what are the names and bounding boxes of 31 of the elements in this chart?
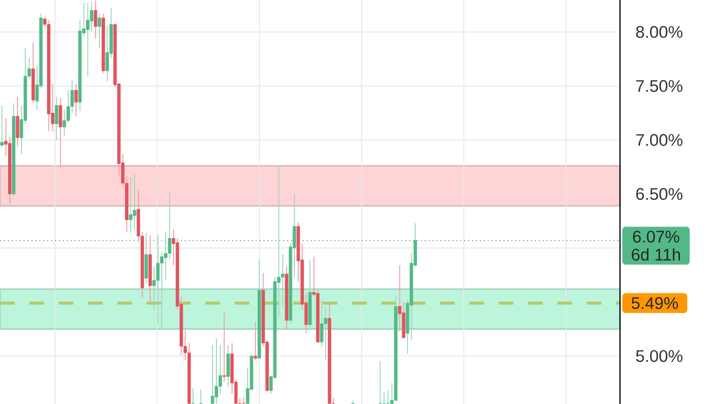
candlestick <box>54 96 58 140</box>
candlestick <box>128 176 132 234</box>
candlestick <box>86 2 90 77</box>
candlestick <box>222 312 226 382</box>
candlestick <box>386 390 390 404</box>
candlestick <box>74 83 78 117</box>
candlestick <box>199 389 203 404</box>
y-tick-label: 7.50% <box>636 80 682 92</box>
y-tick-label: 7.00% <box>636 134 682 146</box>
candlestick <box>90 1 94 32</box>
candlestick <box>214 338 218 404</box>
candlestick <box>98 13 102 49</box>
candlestick <box>168 192 172 260</box>
candlestick <box>242 396 246 404</box>
candlestick <box>94 0 98 39</box>
y-tick-label: 5.00% <box>636 350 682 362</box>
ref-line-label: 5.49% <box>632 297 678 310</box>
candlestick <box>16 96 20 147</box>
candlestick <box>58 97 62 169</box>
y-tick-label: 8.00% <box>636 26 682 38</box>
candlestick <box>382 391 386 404</box>
candlestick <box>226 344 230 387</box>
candlestick <box>254 320 258 361</box>
candlestick <box>378 360 382 404</box>
candlestick <box>144 232 148 284</box>
ref-line-label: 6.07% <box>633 230 680 243</box>
text: 6d 11h <box>632 248 680 261</box>
candlestick <box>191 388 195 404</box>
y-tick-label: 6.50% <box>636 188 682 200</box>
candlestick <box>132 172 136 230</box>
candlestick <box>0 104 4 147</box>
